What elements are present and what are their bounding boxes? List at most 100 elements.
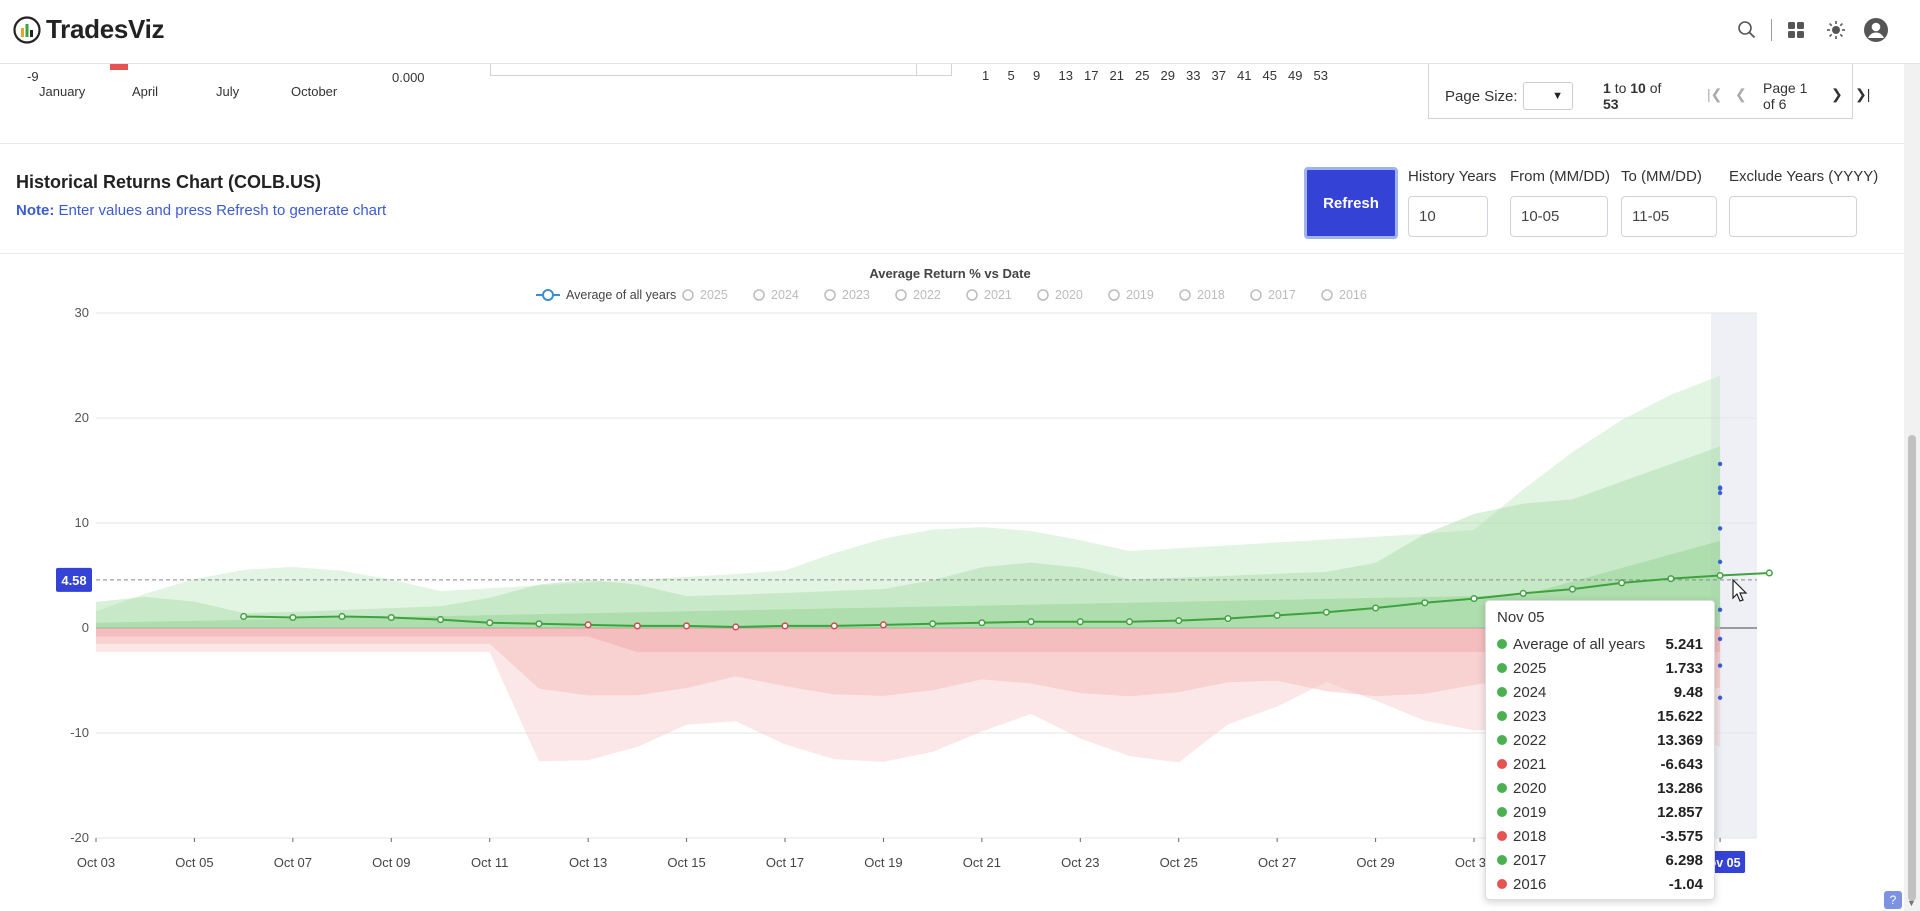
week-tick-label: 37 [1211, 68, 1226, 83]
grid-apps-icon[interactable] [1782, 16, 1810, 44]
average-data-point [1076, 618, 1084, 626]
week-tick-label: 45 [1262, 68, 1277, 83]
scrollbar-thumb[interactable] [1908, 435, 1916, 901]
legend-item[interactable]: 2022 [895, 288, 941, 302]
negative-range-band [96, 628, 1721, 697]
first-page-icon[interactable]: |❮ [1707, 86, 1723, 102]
week-tick-label: 1 [982, 68, 990, 83]
average-data-point [338, 612, 346, 621]
average-data-point [1372, 604, 1380, 612]
range-to: to [1614, 80, 1627, 96]
note-body: Enter values and press Refresh to genera… [58, 202, 387, 219]
x-tick-label: Oct 21 [963, 855, 1001, 870]
tooltip-row: 2019 12.857 [1497, 800, 1703, 824]
section-divider [0, 253, 1920, 254]
tooltip-series-value: 9.48 [1673, 683, 1703, 701]
from-date-input[interactable]: 10-05 [1510, 196, 1608, 237]
week-tick-label: 13 [1058, 68, 1073, 83]
week-tick-label: 49 [1288, 68, 1303, 83]
page-size-label: Page Size: [1445, 88, 1518, 105]
average-data-point [1470, 595, 1478, 603]
week-tick-label: 25 [1135, 68, 1150, 83]
average-data-point [1667, 575, 1675, 583]
x-tick-label: Oct 05 [175, 855, 213, 870]
legend-item[interactable]: 2016 [1321, 288, 1367, 302]
previous-section-strip: -9 January April July October 0.000 1 5 9 1… [0, 64, 1920, 144]
month-label: April [132, 84, 159, 99]
average-data-point [289, 613, 297, 622]
average-data-point [929, 620, 937, 628]
bar-mark [110, 64, 128, 70]
series-color-dot [1497, 879, 1507, 889]
tooltip-series-value: 13.369 [1657, 731, 1703, 749]
to-date-input[interactable]: 11-05 [1621, 196, 1717, 237]
average-data-point [978, 619, 986, 627]
month-label: October [291, 84, 338, 99]
page-size-select[interactable]: ▼ [1523, 82, 1573, 110]
negative-range-band [96, 628, 1721, 653]
x-tick-label: Oct 07 [274, 855, 312, 870]
returns-chart[interactable]: Average Return % vs Date Average of all y… [0, 262, 1900, 911]
average-data-point [683, 622, 691, 630]
history-years-input[interactable]: 10 [1408, 196, 1488, 237]
legend-item[interactable]: 2019 [1108, 288, 1154, 302]
average-data-point [1716, 571, 1724, 580]
exclude-years-input[interactable] [1729, 196, 1857, 237]
tooltip-series-value: 1.733 [1665, 659, 1703, 677]
week-tick-label: 53 [1313, 68, 1328, 83]
legend-item[interactable]: 2020 [1037, 288, 1083, 302]
legend-item[interactable]: 2018 [1179, 288, 1225, 302]
tooltip-row: Average of all years 5.241 [1497, 632, 1703, 656]
sun-theme-icon[interactable] [1822, 16, 1850, 44]
tradesviz-logo[interactable]: TradesViz [12, 14, 165, 45]
average-data-point [1519, 589, 1527, 597]
refresh-button[interactable]: Refresh [1304, 167, 1398, 239]
x-tick-label: Oct 13 [569, 855, 607, 870]
legend-item[interactable]: 2023 [824, 288, 870, 302]
prev-page-icon[interactable]: ❮ [1735, 86, 1747, 102]
next-page-icon[interactable]: ❯ [1831, 86, 1843, 102]
tooltip-series-value: 6.298 [1665, 851, 1703, 869]
last-page-icon[interactable]: ❯| [1855, 86, 1871, 102]
average-data-point [781, 622, 789, 630]
history-years-group: History Years 10 [1408, 168, 1496, 237]
search-icon[interactable] [1733, 16, 1761, 44]
help-icon[interactable]: ? [1884, 891, 1902, 909]
y-tick-label: -9 [27, 69, 39, 84]
average-data-point [1224, 615, 1232, 623]
user-account-icon[interactable] [1862, 16, 1890, 44]
hover-point [1717, 663, 1723, 668]
note-text: Note: Enter values and press Refresh to … [16, 202, 386, 219]
chart-title: Average Return % vs Date [869, 266, 1030, 281]
average-data-point [486, 619, 494, 627]
x-tick-label: Oct 31 [1455, 855, 1493, 870]
logo-icon [13, 15, 41, 44]
legend-item[interactable]: 2017 [1250, 288, 1296, 302]
tooltip-row: 2021 -6.643 [1497, 752, 1703, 776]
legend-item[interactable]: 2025 [682, 288, 728, 302]
average-data-point [633, 622, 641, 630]
x-tick-label: Oct 03 [77, 855, 115, 870]
legend-item[interactable]: Average of all years [536, 288, 676, 302]
scroll-down-icon[interactable]: ▼ [1907, 898, 1916, 908]
tooltip-row: 2024 9.48 [1497, 680, 1703, 704]
legend-item[interactable]: 2024 [753, 288, 799, 302]
y-tick-label: 30 [75, 305, 89, 320]
average-data-point [1175, 617, 1183, 625]
series-color-dot [1497, 759, 1507, 769]
page-total: of 6 [1763, 96, 1787, 112]
series-color-dot [1497, 783, 1507, 793]
value-label: 0.000 [392, 70, 425, 85]
legend-label: 2023 [842, 288, 870, 302]
hover-point [1717, 461, 1723, 467]
week-tick-label: 29 [1160, 68, 1175, 83]
page-scrollbar[interactable]: ▲ ▼ [1904, 0, 1920, 911]
tooltip-series-name: Average of all years [1513, 635, 1646, 653]
average-data-point [1322, 608, 1330, 616]
tooltip-row: 2017 6.298 [1497, 848, 1703, 872]
y-tick-label: 10 [75, 515, 89, 530]
week-tick-label: 5 [1007, 68, 1015, 83]
legend-item[interactable]: 2021 [966, 288, 1012, 302]
series-color-dot [1497, 663, 1507, 673]
series-color-dot [1497, 639, 1507, 649]
